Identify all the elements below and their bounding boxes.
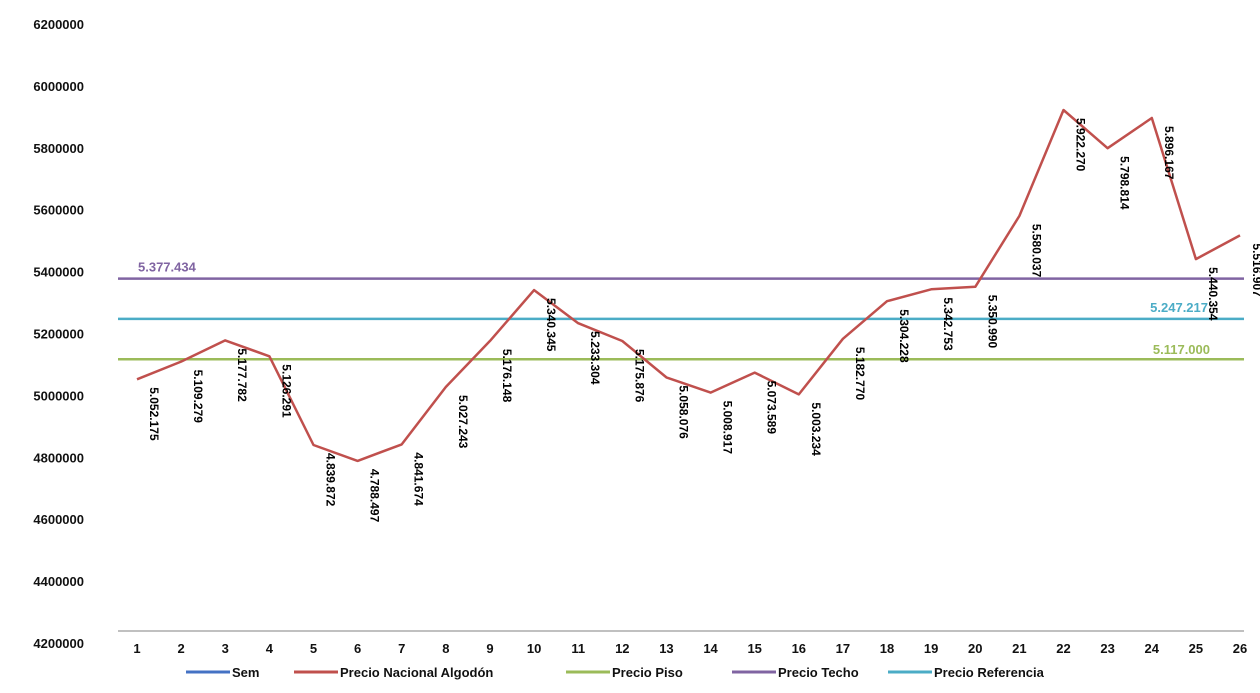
data-label: 4.788.497 <box>368 469 382 523</box>
data-label: 5.109.279 <box>191 370 205 424</box>
data-label: 5.922.270 <box>1074 118 1088 172</box>
data-label: 5.304.228 <box>897 309 911 363</box>
x-tick-label: 18 <box>880 641 894 656</box>
x-tick-label: 1 <box>133 641 140 656</box>
y-tick-label: 5200000 <box>33 327 84 342</box>
x-tick-label: 13 <box>659 641 673 656</box>
x-tick-label: 23 <box>1100 641 1114 656</box>
y-tick-label: 5600000 <box>33 203 84 218</box>
x-tick-label: 15 <box>747 641 761 656</box>
data-label: 5.175.876 <box>632 349 646 403</box>
data-label: 5.233.304 <box>588 331 602 385</box>
x-tick-label: 21 <box>1012 641 1026 656</box>
y-tick-label: 4400000 <box>33 574 84 589</box>
data-label: 5.003.234 <box>809 402 823 456</box>
data-label: 5.126.291 <box>279 364 293 418</box>
data-label: 5.008.917 <box>721 401 735 455</box>
data-label: 4.841.674 <box>412 452 426 506</box>
y-tick-label: 6000000 <box>33 79 84 94</box>
reference-value-label: 5.377.434 <box>138 260 197 275</box>
x-tick-label: 5 <box>310 641 317 656</box>
data-label: 5.182.770 <box>853 347 867 401</box>
data-label: 5.516.907 <box>1250 243 1260 297</box>
data-label: 5.052.175 <box>147 387 161 441</box>
reference-value-label: 5.247.217 <box>1150 300 1208 315</box>
legend: Sem Precio Nacional Algodón Precio Piso Pre… <box>186 665 1045 680</box>
data-label: 5.798.814 <box>1118 156 1132 210</box>
y-tick-label: 4200000 <box>33 636 84 651</box>
legend-label: Precio Piso <box>612 665 683 680</box>
legend-item: Sem <box>186 665 259 680</box>
legend-item: Precio Techo <box>732 665 859 680</box>
data-label: 5.350.990 <box>985 295 999 349</box>
y-tick-label: 5400000 <box>33 265 84 280</box>
legend-item: Precio Referencia <box>888 665 1045 680</box>
reference-lines <box>118 277 1244 361</box>
x-tick-label: 8 <box>442 641 449 656</box>
x-tick-label: 25 <box>1189 641 1203 656</box>
data-label: 5.073.589 <box>765 381 779 435</box>
series-lines <box>136 108 1241 463</box>
y-tick-label: 5000000 <box>33 388 84 403</box>
series-line <box>136 108 1241 463</box>
data-label: 5.027.243 <box>456 395 470 449</box>
x-tick-label: 12 <box>615 641 629 656</box>
data-label: 5.896.167 <box>1162 126 1176 180</box>
x-tick-label: 16 <box>792 641 806 656</box>
y-axis: 4200000 4400000 4600000 4800000 5000000 52000… <box>33 17 84 651</box>
legend-item: Precio Nacional Algodón <box>294 665 493 680</box>
x-tick-label: 24 <box>1145 641 1160 656</box>
y-tick-label: 4800000 <box>33 450 84 465</box>
data-labels: 5.117.000 5.377.434 5.247.217 5.052.175 5.10… <box>138 118 1260 523</box>
x-tick-label: 4 <box>266 641 274 656</box>
y-tick-label: 6200000 <box>33 17 84 32</box>
legend-label: Precio Nacional Algodón <box>340 665 493 680</box>
x-tick-label: 14 <box>703 641 718 656</box>
data-label: 5.177.782 <box>235 348 249 402</box>
x-axis: 1 2 3 4 5 6 7 8 9 10 11 12 13 14 15 16 17 18 19 20 21 22 23 24 2… <box>118 630 1247 656</box>
x-tick-label: 22 <box>1056 641 1070 656</box>
y-tick-label: 5800000 <box>33 141 84 156</box>
data-label: 5.342.753 <box>941 297 955 351</box>
x-tick-label: 6 <box>354 641 361 656</box>
data-label: 5.058.076 <box>676 385 690 439</box>
reference-value-label: 5.117.000 <box>1153 342 1210 357</box>
x-tick-label: 26 <box>1233 641 1247 656</box>
legend-label: Sem <box>232 665 259 680</box>
x-tick-label: 20 <box>968 641 982 656</box>
x-tick-label: 2 <box>178 641 185 656</box>
x-tick-label: 3 <box>222 641 229 656</box>
x-tick-label: 11 <box>571 641 585 656</box>
data-label: 5.440.354 <box>1206 267 1220 321</box>
data-label: 5.580.037 <box>1029 224 1043 278</box>
x-tick-label: 19 <box>924 641 938 656</box>
legend-label: Precio Referencia <box>934 665 1045 680</box>
x-tick-label: 17 <box>836 641 850 656</box>
data-label: 5.340.345 <box>544 298 558 352</box>
x-tick-label: 10 <box>527 641 541 656</box>
x-tick-label: 9 <box>486 641 493 656</box>
y-tick-label: 4600000 <box>33 512 84 527</box>
legend-label: Precio Techo <box>778 665 859 680</box>
legend-item: Precio Piso <box>566 665 683 680</box>
data-label: 4.839.872 <box>323 453 337 507</box>
x-tick-label: 7 <box>398 641 405 656</box>
data-label: 5.176.148 <box>500 349 514 403</box>
